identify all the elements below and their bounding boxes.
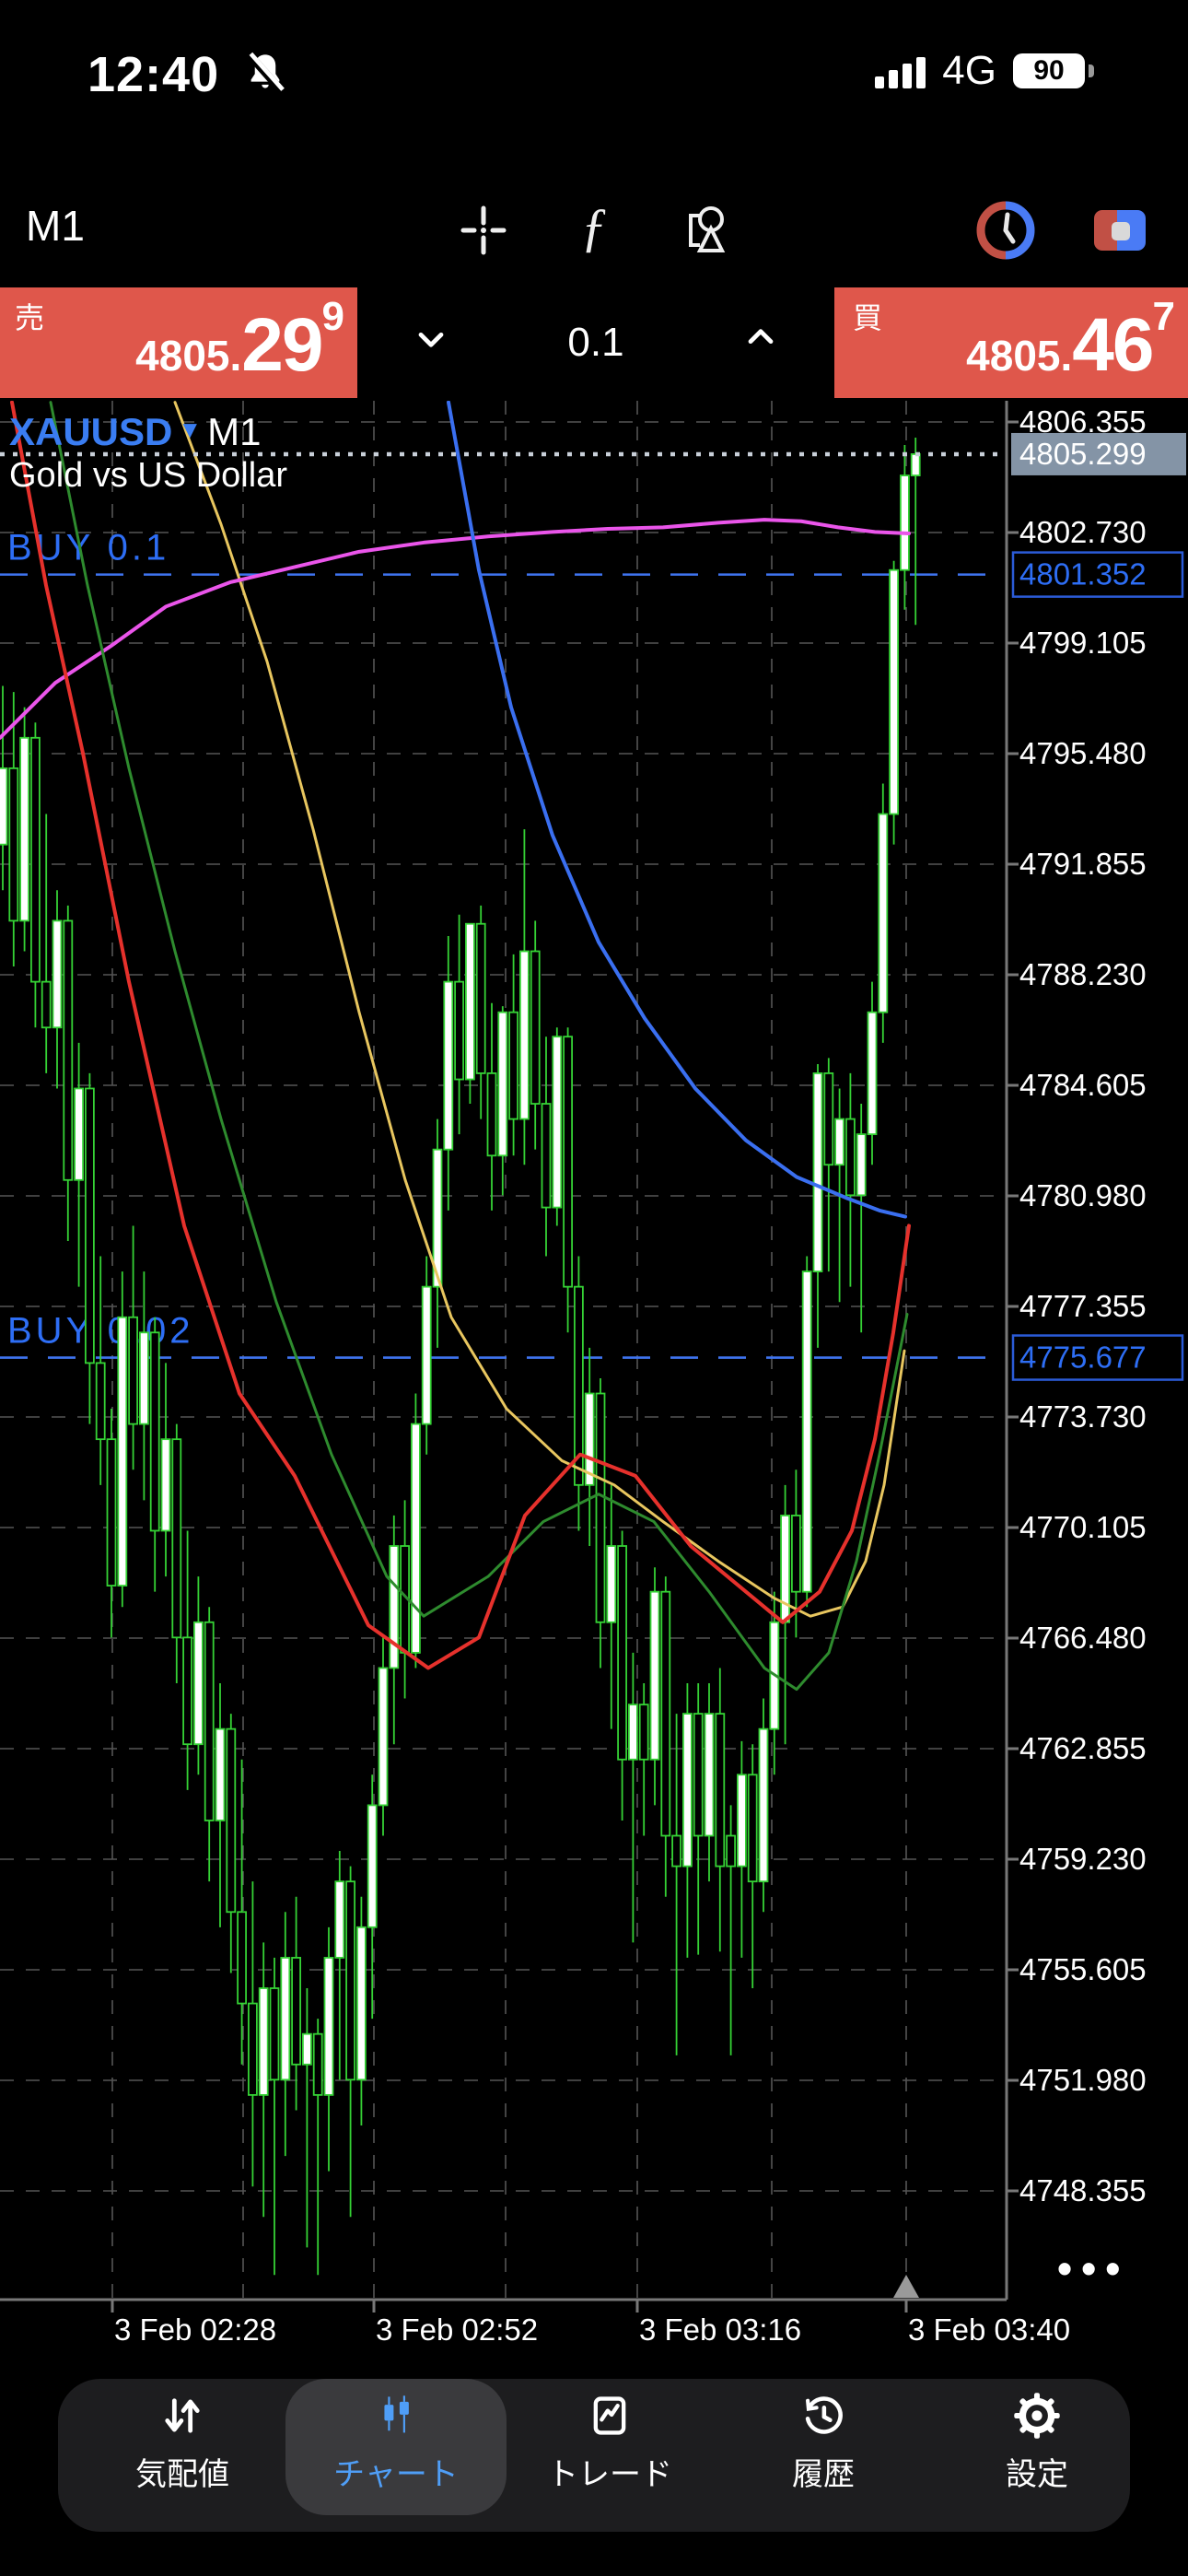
svg-text:4801.352: 4801.352 (1019, 557, 1147, 591)
symbol-description: Gold vs US Dollar (9, 456, 287, 495)
shapes-icon (689, 206, 726, 252)
svg-text:3 Feb 02:28: 3 Feb 02:28 (114, 2313, 276, 2347)
crosshair-icon (460, 205, 507, 255)
symbol-selector[interactable]: XAUUSD ▼ M1 (9, 410, 261, 454)
svg-text:4795.480: 4795.480 (1019, 736, 1147, 770)
svg-text:4775.677: 4775.677 (1019, 1341, 1147, 1375)
svg-text:4788.230: 4788.230 (1019, 957, 1147, 991)
svg-text:4777.355: 4777.355 (1019, 1289, 1147, 1323)
network-type: 4G (942, 48, 996, 93)
nav-label-history: 履歴 (792, 2457, 855, 2492)
sell-label: 売 (15, 301, 45, 334)
svg-text:4773.730: 4773.730 (1019, 1399, 1147, 1434)
sell-price: 4805.299 (135, 294, 344, 387)
svg-text:4784.605: 4784.605 (1019, 1068, 1147, 1102)
volume-decrease-button[interactable] (411, 318, 451, 368)
buy-price: 4805.467 (966, 294, 1175, 387)
trade-icon (593, 2396, 626, 2435)
status-indicators: 4G 90 (875, 48, 1094, 94)
nav-item-settings[interactable]: 設定 (945, 2392, 1129, 2521)
market-sessions-button[interactable] (969, 193, 1042, 267)
order-buy-sell-icon (1094, 210, 1146, 251)
chart-toolbar: M1 ƒ (0, 184, 1188, 276)
chart-candles-icon (384, 2395, 409, 2433)
status-bar: 12:40 4G 90 (0, 33, 1188, 107)
nav-label-chart: チャート (333, 2457, 459, 2492)
symbol-name: XAUUSD (9, 410, 173, 453)
svg-text:4802.730: 4802.730 (1019, 515, 1147, 549)
chart-timeframe-label: M1 (207, 410, 262, 453)
chart-area[interactable]: BUY 0.1 BUY 0.02 4806.355 4802.730 4799.105 4… (0, 401, 1188, 2359)
nav-label-trade: トレード (547, 2457, 672, 2492)
signal-strength-icon (875, 53, 926, 88)
crosshair-tool-button[interactable] (447, 193, 520, 267)
symbol-dropdown-icon: ▼ (178, 416, 203, 443)
function-f-icon: ƒ (581, 201, 608, 257)
svg-text:4766.480: 4766.480 (1019, 1621, 1147, 1655)
svg-text:ƒ: ƒ (581, 201, 608, 257)
bottom-nav: 気配値 チャート トレード 履歴 (58, 2379, 1130, 2532)
svg-text:4805.299: 4805.299 (1019, 437, 1147, 471)
svg-text:4806.355: 4806.355 (1019, 404, 1147, 439)
volume-stepper: 0.1 (357, 287, 834, 398)
sell-button[interactable]: 売 4805.299 (0, 287, 357, 398)
quotes-arrows-icon (165, 2398, 200, 2433)
volume-value[interactable]: 0.1 (567, 320, 624, 365)
quote-panel: 売 4805.299 0.1 買 4805.467 (0, 287, 1188, 398)
svg-text:4780.980: 4780.980 (1019, 1178, 1147, 1212)
notifications-muted-icon (241, 50, 289, 102)
svg-text:4759.230: 4759.230 (1019, 1842, 1147, 1876)
svg-text:3 Feb 03:16: 3 Feb 03:16 (639, 2313, 801, 2347)
nav-label-quotes: 気配値 (135, 2457, 229, 2492)
indicators-button[interactable]: ƒ (557, 193, 631, 267)
svg-text:4791.855: 4791.855 (1019, 847, 1147, 881)
nav-item-history[interactable]: 履歴 (731, 2392, 915, 2521)
nav-item-trade[interactable]: トレード (518, 2392, 702, 2521)
objects-button[interactable] (670, 193, 744, 267)
svg-text:4762.855: 4762.855 (1019, 1731, 1147, 1765)
buy-button[interactable]: 買 4805.467 (834, 287, 1188, 398)
battery-icon: 90 (1013, 53, 1094, 88)
sessions-clock-icon (976, 201, 1035, 260)
new-order-button[interactable] (1083, 193, 1157, 267)
settings-gear-icon (1014, 2393, 1060, 2439)
svg-text:4751.980: 4751.980 (1019, 2063, 1147, 2097)
nav-item-chart[interactable]: チャート (304, 2392, 488, 2521)
nav-label-settings: 設定 (1006, 2457, 1068, 2492)
volume-increase-button[interactable] (740, 318, 781, 368)
svg-text:BUY 0.1: BUY 0.1 (7, 528, 169, 568)
svg-text:4770.105: 4770.105 (1019, 1510, 1147, 1544)
timeframe-button[interactable]: M1 (26, 202, 85, 250)
active-tab-pill (285, 2379, 507, 2515)
chart-menu-ellipsis[interactable]: ••• (1057, 2244, 1130, 2292)
svg-text:4748.355: 4748.355 (1019, 2173, 1147, 2207)
svg-text:4799.105: 4799.105 (1019, 626, 1147, 660)
buy-label: 買 (853, 301, 883, 334)
svg-text:4755.605: 4755.605 (1019, 1952, 1147, 1986)
svg-text:3 Feb 02:52: 3 Feb 02:52 (376, 2313, 538, 2347)
clock: 12:40 (87, 47, 220, 102)
nav-item-quotes[interactable]: 気配値 (90, 2392, 274, 2521)
history-clock-icon (805, 2396, 843, 2434)
svg-text:3 Feb 03:40: 3 Feb 03:40 (908, 2313, 1070, 2347)
